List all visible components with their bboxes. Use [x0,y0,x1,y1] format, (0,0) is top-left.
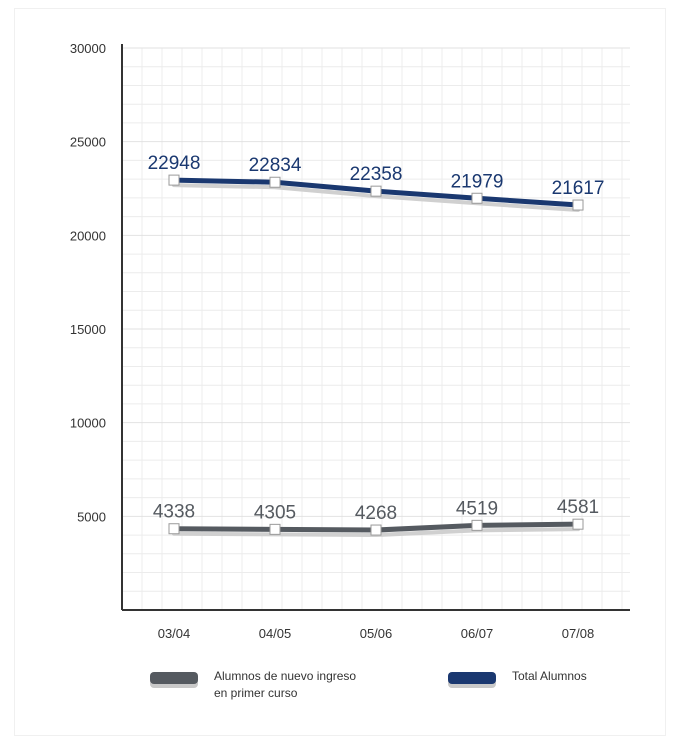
data-point-marker [471,519,483,531]
data-label: 22834 [249,155,302,176]
data-point-marker [269,176,281,188]
data-point-marker [269,523,281,535]
x-tick-label: 04/05 [259,626,292,641]
data-label: 4338 [153,502,195,523]
data-point-marker [168,523,180,535]
legend-label-new-students: Alumnos de nuevo ingreso en primer curso [214,669,357,700]
data-point-marker [168,174,180,186]
axes [121,44,630,611]
data-point-marker [572,518,584,530]
y-tick-label: 15000 [70,322,106,337]
x-tick-label: 06/07 [461,626,494,641]
x-tick-label: 05/06 [360,626,393,641]
data-label: 22948 [148,153,201,174]
legend-label-total: Total Alumnos [512,669,587,683]
y-tick-label: 25000 [70,135,106,150]
data-point-marker [471,192,483,204]
x-axis-ticks: 03/04 04/05 05/06 06/07 07/08 [158,626,595,641]
data-label: 4268 [355,503,397,524]
legend-swatch-new-students [150,672,198,684]
legend-swatch-total [448,672,496,684]
data-point-marker [572,199,584,211]
legend-item-total: Total Alumnos [448,668,587,685]
legend-item-new-students: Alumnos de nuevo ingreso en primer curso [150,668,356,702]
y-tick-label: 20000 [70,228,106,243]
x-tick-label: 03/04 [158,626,191,641]
data-label: 4581 [557,497,599,518]
data-label: 22358 [350,164,403,185]
y-tick-label: 5000 [77,509,106,524]
data-label: 4519 [456,498,498,519]
data-label: 21617 [552,178,605,199]
data-point-marker [370,524,382,536]
y-axis-ticks: 30000 25000 20000 15000 10000 5000 [70,41,106,524]
data-point-marker [370,185,382,197]
data-label: 4305 [254,502,296,523]
y-tick-label: 30000 [70,41,106,56]
series-nuevo-ingreso: 4338 4305 4268 4519 4581 [153,497,599,538]
x-tick-label: 07/08 [562,626,595,641]
y-tick-label: 10000 [70,416,106,431]
grid-lines [122,47,630,610]
series-group: 22948 22834 22358 21979 21617 4338 4305 4268 451… [148,153,605,538]
legend: Alumnos de nuevo ingreso en primer curso… [150,668,630,718]
series-total-alumnos: 22948 22834 22358 21979 21617 [148,153,605,213]
data-label: 21979 [451,171,504,192]
